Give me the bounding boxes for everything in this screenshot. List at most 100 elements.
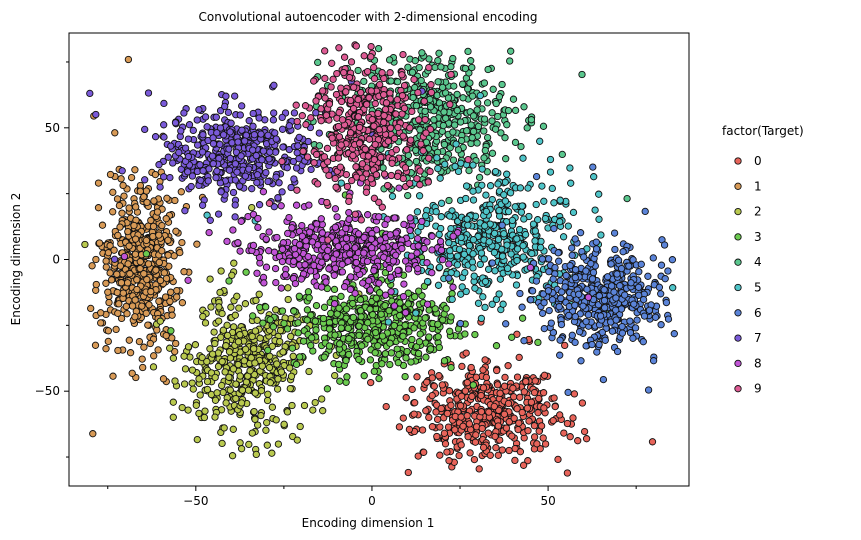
data-point bbox=[365, 277, 373, 285]
data-point bbox=[349, 151, 357, 160]
data-point bbox=[414, 264, 422, 273]
data-point bbox=[164, 236, 172, 244]
data-point bbox=[335, 133, 344, 141]
data-point bbox=[264, 346, 272, 354]
data-point bbox=[203, 377, 212, 386]
data-point bbox=[272, 173, 280, 181]
data-point bbox=[500, 410, 509, 418]
data-point bbox=[383, 181, 392, 190]
data-point bbox=[537, 422, 546, 430]
data-point bbox=[241, 137, 249, 145]
data-point bbox=[463, 378, 471, 387]
data-point bbox=[420, 97, 428, 105]
legend-label-6: 6 bbox=[754, 306, 762, 320]
data-point bbox=[155, 297, 163, 305]
data-point bbox=[265, 228, 273, 236]
data-point bbox=[358, 342, 366, 350]
data-point bbox=[565, 311, 573, 320]
data-point bbox=[428, 269, 436, 277]
data-point bbox=[95, 239, 104, 247]
data-point bbox=[290, 109, 299, 117]
data-point bbox=[228, 139, 236, 147]
data-point bbox=[270, 203, 278, 211]
data-point bbox=[420, 244, 428, 253]
data-point bbox=[360, 77, 368, 86]
data-point bbox=[644, 386, 653, 394]
legend-marker-5 bbox=[734, 283, 742, 292]
data-point bbox=[225, 166, 234, 174]
data-point bbox=[126, 349, 135, 357]
data-point bbox=[393, 78, 402, 86]
data-point bbox=[110, 246, 118, 254]
data-point bbox=[266, 316, 274, 324]
data-point bbox=[617, 305, 626, 313]
y-axis-label: Encoding dimension 2 bbox=[9, 193, 23, 326]
data-point bbox=[442, 305, 450, 313]
data-point bbox=[118, 167, 126, 175]
data-point bbox=[342, 224, 350, 233]
data-point bbox=[505, 446, 513, 455]
data-point bbox=[584, 311, 593, 319]
data-point bbox=[133, 276, 141, 284]
data-point bbox=[212, 113, 220, 121]
data-point bbox=[437, 246, 446, 254]
data-point bbox=[548, 184, 556, 193]
data-point bbox=[626, 317, 634, 325]
data-point bbox=[578, 399, 587, 407]
data-point bbox=[515, 353, 523, 362]
data-point bbox=[303, 306, 312, 314]
data-point bbox=[557, 294, 565, 303]
data-point bbox=[446, 327, 454, 335]
data-point bbox=[346, 250, 354, 258]
data-point bbox=[437, 224, 445, 233]
series-9 bbox=[265, 41, 472, 244]
data-point bbox=[468, 134, 476, 142]
data-point bbox=[539, 434, 547, 442]
series-6 bbox=[435, 163, 678, 397]
data-point bbox=[476, 91, 484, 100]
data-point bbox=[338, 268, 347, 276]
data-point bbox=[293, 186, 301, 194]
data-point bbox=[185, 121, 194, 129]
data-point bbox=[233, 292, 241, 300]
data-point bbox=[337, 324, 345, 332]
data-point bbox=[345, 197, 353, 206]
data-point bbox=[469, 264, 477, 272]
data-point bbox=[169, 413, 177, 421]
data-point bbox=[263, 396, 272, 405]
data-point bbox=[304, 252, 312, 261]
data-point bbox=[189, 385, 197, 393]
data-point bbox=[345, 350, 353, 359]
data-point bbox=[154, 346, 162, 354]
data-point bbox=[457, 441, 465, 449]
data-point bbox=[223, 321, 231, 329]
data-point bbox=[447, 401, 455, 409]
data-point bbox=[445, 196, 453, 205]
data-point bbox=[541, 440, 550, 448]
data-point bbox=[426, 103, 435, 111]
data-point bbox=[372, 294, 380, 302]
data-point bbox=[635, 291, 643, 299]
data-point bbox=[208, 152, 217, 160]
data-point bbox=[160, 269, 168, 277]
data-point bbox=[188, 366, 197, 374]
data-point bbox=[105, 298, 113, 307]
data-point bbox=[401, 257, 410, 265]
data-point bbox=[539, 122, 548, 130]
data-point bbox=[142, 236, 151, 245]
data-point bbox=[375, 126, 383, 134]
data-point bbox=[173, 286, 181, 295]
data-point bbox=[579, 302, 587, 310]
data-point bbox=[409, 93, 417, 102]
data-point bbox=[236, 439, 244, 447]
data-point bbox=[94, 179, 103, 187]
data-point bbox=[567, 179, 575, 187]
data-point bbox=[462, 287, 470, 296]
data-point bbox=[231, 176, 240, 184]
data-point bbox=[454, 167, 463, 176]
data-point bbox=[477, 314, 486, 323]
data-point bbox=[501, 373, 509, 382]
data-point bbox=[246, 367, 254, 375]
data-point bbox=[482, 207, 490, 216]
data-point bbox=[456, 319, 465, 328]
